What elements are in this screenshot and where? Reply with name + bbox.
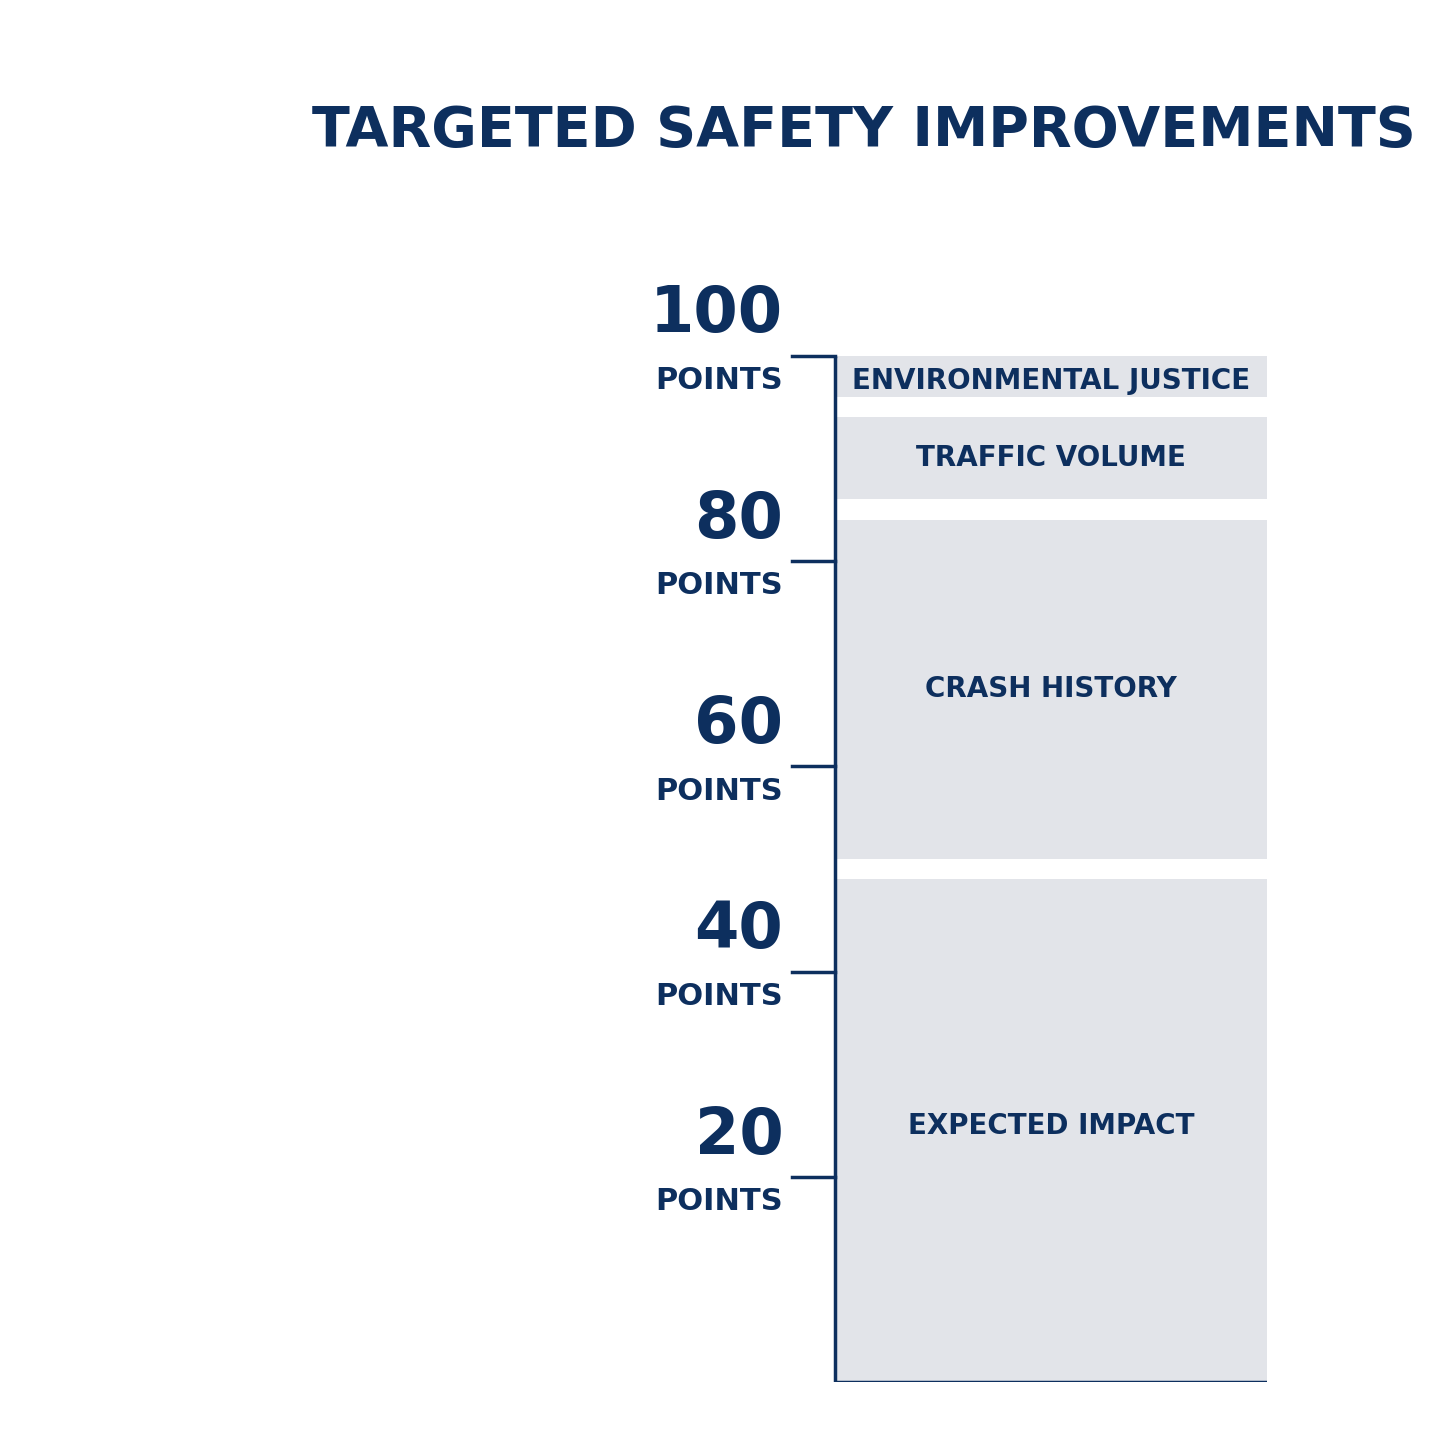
Text: CRASH HISTORY: CRASH HISTORY [926, 675, 1176, 703]
Text: ENVIRONMENTAL JUSTICE: ENVIRONMENTAL JUSTICE [852, 367, 1250, 396]
Text: POINTS: POINTS [655, 982, 783, 1011]
Text: POINTS: POINTS [655, 776, 783, 805]
Bar [835, 520, 1267, 858]
Text: 60: 60 [694, 694, 783, 756]
Text: 20: 20 [694, 1104, 783, 1166]
Bar [835, 418, 1267, 500]
Text: TARGETED SAFETY IMPROVEMENTS: TARGETED SAFETY IMPROVEMENTS [312, 105, 1416, 158]
Bar [835, 880, 1267, 1382]
Text: POINTS: POINTS [655, 366, 783, 395]
Text: POINTS: POINTS [655, 572, 783, 600]
Bar [835, 356, 1267, 396]
Text: POINTS: POINTS [655, 1188, 783, 1217]
Text: EXPECTED IMPACT: EXPECTED IMPACT [909, 1112, 1194, 1139]
Text: TRAFFIC VOLUME: TRAFFIC VOLUME [916, 445, 1187, 472]
Text: 80: 80 [694, 488, 783, 550]
Text: 40: 40 [694, 900, 783, 962]
Text: 100: 100 [651, 284, 783, 346]
